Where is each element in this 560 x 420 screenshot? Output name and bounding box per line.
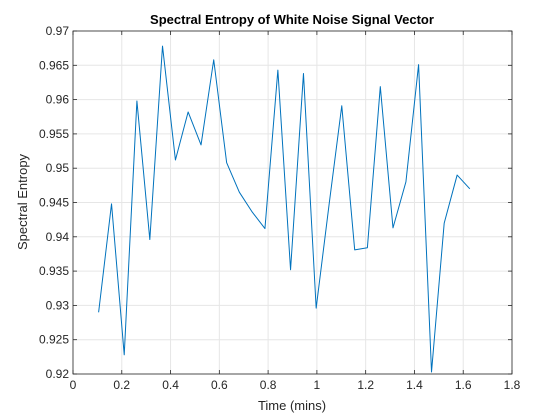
series-group	[98, 45, 471, 373]
x-tick-label: 0	[70, 378, 77, 392]
y-tick-label: 0.935	[39, 264, 69, 278]
chart-title: Spectral Entropy of White Noise Signal V…	[150, 12, 434, 27]
y-tick-label: 0.95	[46, 161, 70, 175]
y-tick-label: 0.925	[39, 333, 69, 347]
y-tick-label: 0.94	[46, 230, 70, 244]
grid-lines	[72, 30, 513, 375]
series-line	[98, 45, 471, 373]
x-tick-label: 1.2	[357, 378, 374, 392]
y-tick-label: 0.955	[39, 127, 69, 141]
x-tick-label: 1.6	[455, 378, 472, 392]
x-tick-label: 0.8	[260, 378, 277, 392]
x-tick-label: 0.6	[211, 378, 228, 392]
y-tick-label: 0.92	[46, 367, 70, 381]
y-tick-label: 0.97	[46, 24, 70, 38]
x-tick-label: 0.4	[162, 378, 179, 392]
y-axis-label: Spectral Entropy	[15, 153, 30, 250]
x-tick-labels: 0 0.2 0.4 0.6 0.8 1 1.2 1.4 1.6 1.8	[70, 378, 521, 392]
y-tick-labels: 0.92 0.925 0.93 0.935 0.94 0.945 0.95 0.955 0.96…	[39, 24, 69, 381]
x-tick-label: 1.8	[504, 378, 521, 392]
x-axis-label: Time (mins)	[258, 398, 326, 413]
x-tick-label: 1	[314, 378, 321, 392]
y-tick-label: 0.96	[46, 93, 70, 107]
x-tick-label: 1.4	[406, 378, 423, 392]
y-tick-label: 0.945	[39, 196, 69, 210]
x-tick-label: 0.2	[113, 378, 130, 392]
y-tick-label: 0.93	[46, 298, 70, 312]
y-tick-label: 0.965	[39, 58, 69, 72]
tick-marks	[72, 30, 513, 375]
